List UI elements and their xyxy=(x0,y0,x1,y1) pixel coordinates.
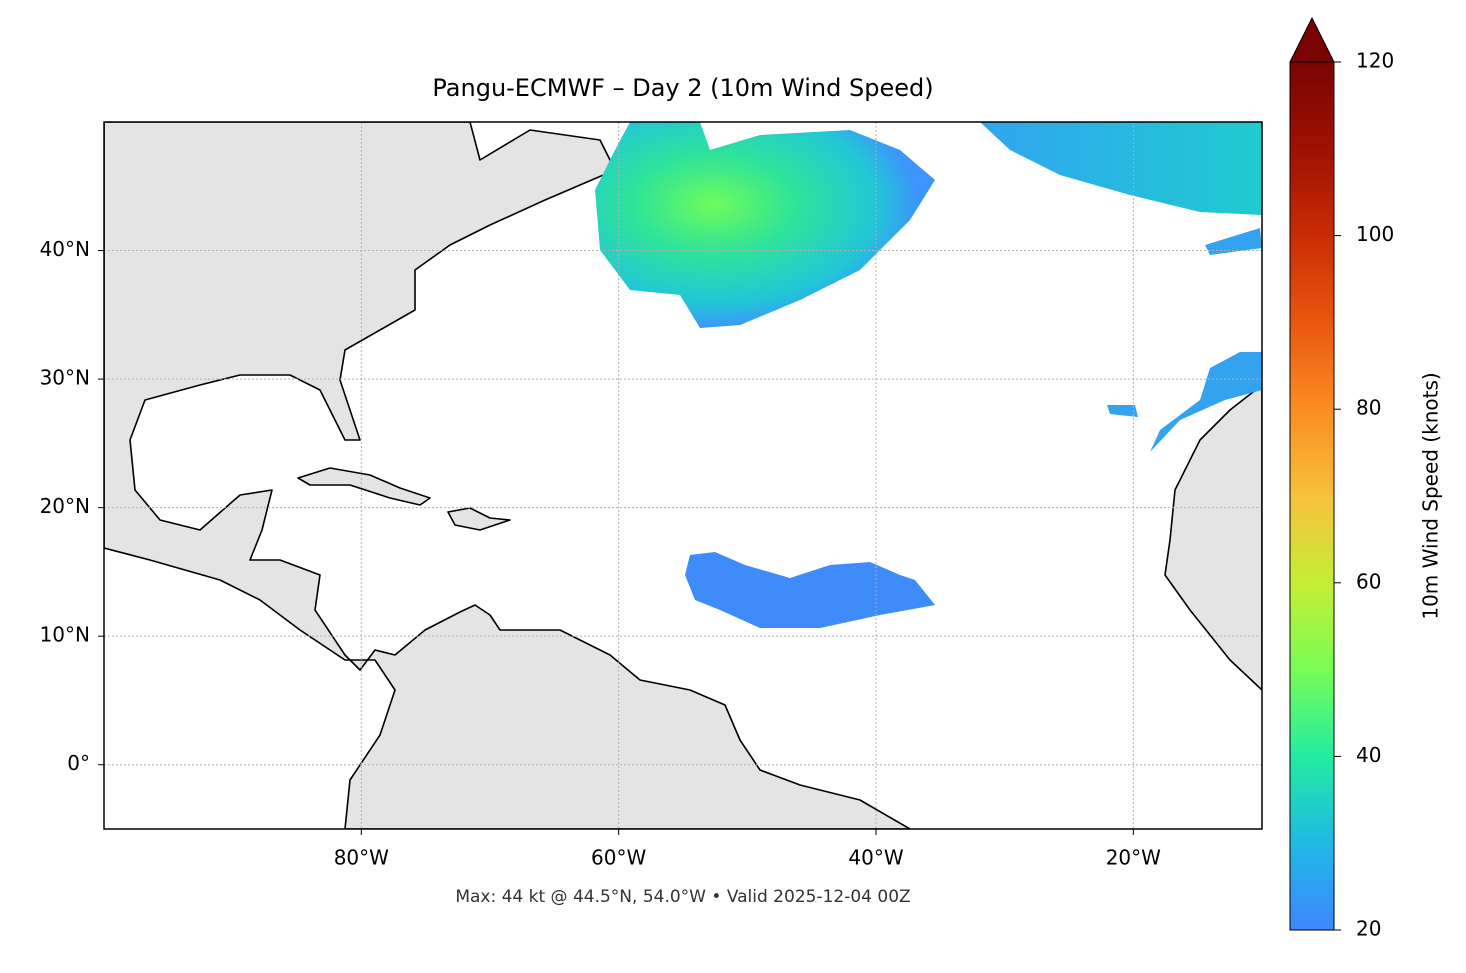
map-area xyxy=(104,122,1262,829)
colorbar-extend xyxy=(1289,16,1335,63)
wind-northeast xyxy=(980,122,1262,215)
y-tick-label: 40°N xyxy=(40,237,90,261)
land-africa xyxy=(1164,384,1262,691)
y-tick-label: 10°N xyxy=(40,623,90,647)
land-hispaniola xyxy=(447,507,511,531)
chart-title: Pangu-ECMWF – Day 2 (10m Wind Speed) xyxy=(432,74,933,102)
colorbar-tick-label: 100 xyxy=(1356,222,1394,246)
colorbar-tick-label: 120 xyxy=(1356,49,1394,73)
footer-note: Max: 44 kt @ 44.5°N, 54.0°W • Valid 2025… xyxy=(455,887,910,907)
wind-south xyxy=(685,552,935,628)
colorbar-label: 10m Wind Speed (knots) xyxy=(1419,372,1443,619)
x-tick-label: 20°W xyxy=(1106,846,1161,870)
land-cuba xyxy=(297,467,431,506)
colorbar xyxy=(1290,62,1334,930)
land-americas xyxy=(104,122,911,829)
colorbar-tick-label: 40 xyxy=(1356,743,1381,767)
colorbar-tick-label: 80 xyxy=(1356,396,1381,420)
x-tick-label: 60°W xyxy=(591,846,646,870)
y-tick-label: 30°N xyxy=(40,366,90,390)
axes-frame xyxy=(103,121,1263,830)
wind-east xyxy=(1107,228,1262,452)
x-tick-label: 80°W xyxy=(334,846,389,870)
wind-north xyxy=(595,122,935,328)
colorbar-tick-label: 60 xyxy=(1356,569,1381,593)
colorbar-frame xyxy=(1289,61,1335,931)
y-tick-label: 0° xyxy=(67,751,90,775)
y-tick-label: 20°N xyxy=(40,494,90,518)
colorbar-tick-label: 20 xyxy=(1356,917,1381,941)
x-tick-label: 40°W xyxy=(848,846,903,870)
